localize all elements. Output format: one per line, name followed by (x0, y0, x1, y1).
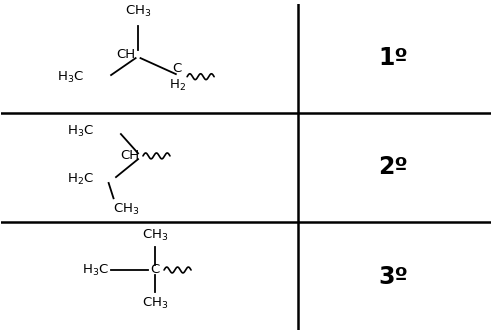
Text: H$_2$C: H$_2$C (67, 172, 94, 187)
Text: CH$_3$: CH$_3$ (113, 202, 139, 217)
Text: CH$_3$: CH$_3$ (125, 4, 152, 19)
Text: H$_2$: H$_2$ (169, 78, 186, 93)
Text: H$_3$C: H$_3$C (67, 124, 94, 139)
Text: CH: CH (117, 48, 136, 61)
Text: CH: CH (120, 149, 139, 163)
Text: H$_3$C: H$_3$C (57, 70, 84, 85)
Text: 2º: 2º (378, 155, 408, 179)
Text: C: C (173, 62, 182, 75)
Text: CH$_3$: CH$_3$ (142, 228, 168, 243)
Text: CH$_3$: CH$_3$ (142, 296, 168, 310)
Text: 3º: 3º (378, 264, 408, 289)
Text: H$_3$C: H$_3$C (82, 262, 109, 278)
Text: 1º: 1º (378, 46, 408, 70)
Text: C: C (151, 263, 160, 276)
